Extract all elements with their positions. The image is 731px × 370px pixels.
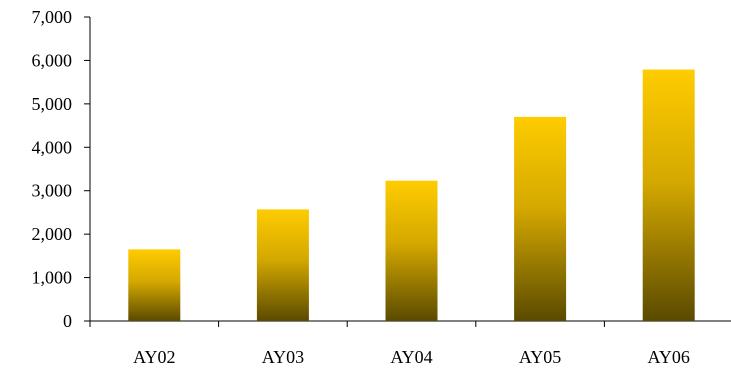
bar-ay02 [128,249,181,321]
x-tick-label: AY04 [390,347,432,367]
y-axis: 0 1,000 2,000 3,000 4,000 5,000 6,000 7,000 [32,7,91,331]
bars [128,69,695,321]
bar-ay04 [385,180,438,321]
bar-ay06 [642,69,695,321]
y-tick-label: 7,000 [32,7,73,27]
y-tick-label: 5,000 [32,94,73,114]
y-tick-label: 1,000 [32,268,73,288]
bar-ay03 [256,209,309,321]
y-tick-label: 4,000 [32,137,73,157]
bar-ay05 [514,116,567,321]
y-tick-label: 2,000 [32,224,73,244]
x-tick-label: AY06 [648,347,690,367]
x-axis: AY02 AY03 AY04 AY05 AY06 [89,320,731,367]
y-tick-label: 6,000 [32,50,73,70]
y-tick-label: 0 [63,311,72,331]
y-tick-label: 3,000 [32,181,73,201]
x-tick-label: AY02 [133,347,175,367]
x-tick-label: AY05 [519,347,561,367]
x-tick-label: AY03 [262,347,304,367]
